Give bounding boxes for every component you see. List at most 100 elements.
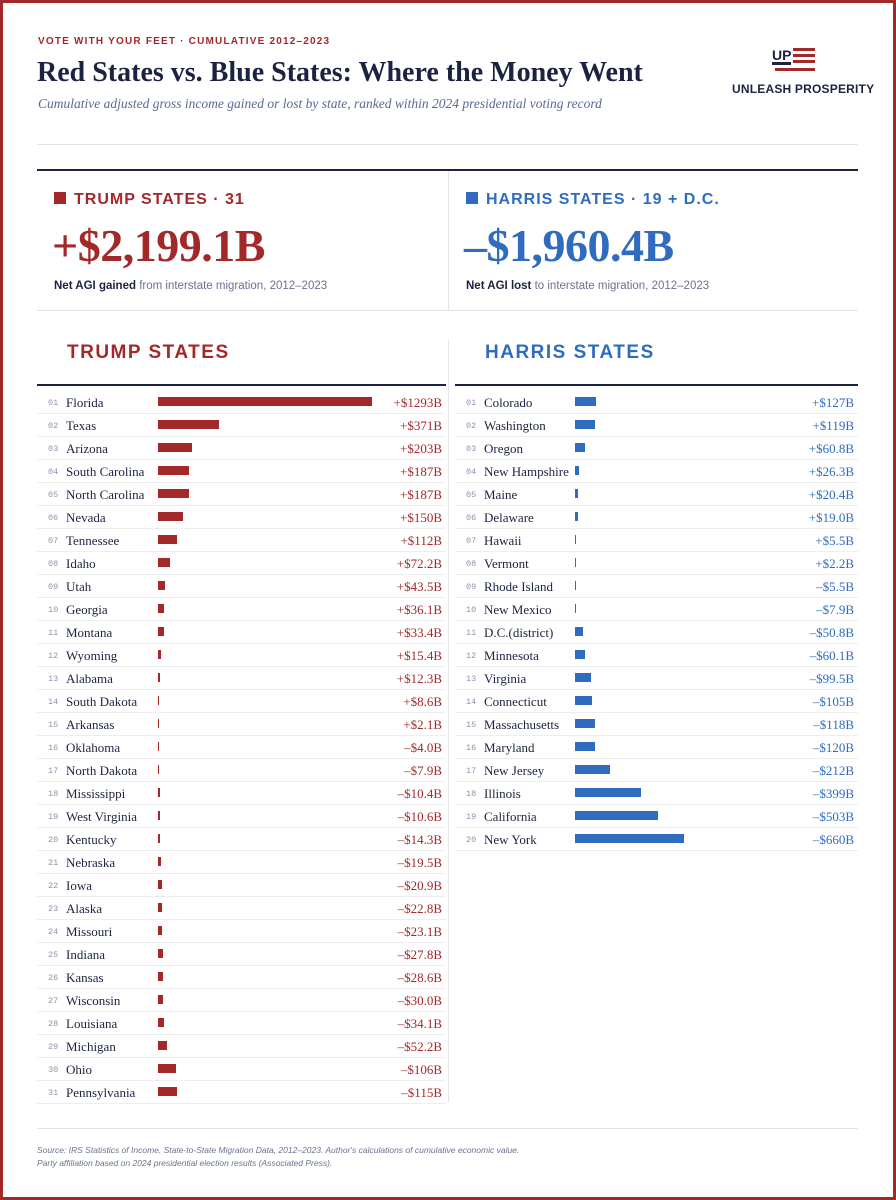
table-row: 12 Wyoming +$15.4B — [37, 644, 446, 667]
value-label: –$23.1B — [397, 924, 442, 939]
rank-label: 09 — [466, 582, 477, 592]
value-label: –$7.9B — [816, 602, 854, 617]
trump-total: +$2,199.1B — [52, 220, 265, 271]
state-label: Washington — [484, 418, 546, 433]
state-label: Illinois — [484, 786, 521, 801]
state-label: New York — [484, 832, 537, 847]
summary-top-rule — [37, 169, 858, 171]
value-bar — [158, 443, 192, 452]
table-row: 04 New Hampshire +$26.3B — [455, 460, 858, 483]
value-bar — [158, 466, 189, 475]
value-label: –$20.9B — [397, 878, 442, 893]
rank-label: 11 — [466, 628, 477, 638]
harris-column-title: HARRIS STATES — [485, 342, 655, 363]
trump-column-rule — [37, 384, 446, 386]
rank-label: 01 — [466, 398, 477, 408]
state-label: Alaska — [66, 901, 103, 916]
harris-note: Net AGI lost to interstate migration, 20… — [466, 280, 710, 292]
table-row: 17 New Jersey –$212B — [455, 759, 858, 782]
value-label: –$7.9B — [404, 763, 442, 778]
value-label: +$36.1B — [396, 602, 442, 617]
state-label: Pennsylvania — [66, 1085, 136, 1100]
value-bar — [158, 627, 164, 636]
column-divider — [448, 340, 449, 1102]
value-label: +$127B — [811, 395, 854, 410]
table-row: 17 North Dakota –$7.9B — [37, 759, 446, 782]
table-row: 07 Tennessee +$112B — [37, 529, 446, 552]
table-row: 05 Maine +$20.4B — [455, 483, 858, 506]
table-row: 10 Georgia +$36.1B — [37, 598, 446, 621]
rank-label: 31 — [48, 1088, 59, 1098]
state-label: Louisiana — [66, 1016, 118, 1031]
value-label: –$19.5B — [397, 855, 442, 870]
rank-label: 03 — [466, 444, 477, 454]
state-label: D.C.(district) — [484, 625, 554, 640]
table-row: 13 Alabama +$12.3B — [37, 667, 446, 690]
value-label: +$119B — [812, 418, 854, 433]
state-label: Nebraska — [66, 855, 116, 870]
table-row: 01 Florida +$1293B — [37, 391, 446, 414]
table-row: 20 Kentucky –$14.3B — [37, 828, 446, 851]
value-bar — [575, 604, 577, 613]
value-label: +$26.3B — [808, 464, 854, 479]
summary-bottom-rule — [37, 310, 858, 311]
state-label: Maryland — [484, 740, 535, 755]
value-bar — [158, 397, 372, 406]
state-label: North Dakota — [66, 763, 138, 778]
state-label: Rhode Island — [484, 579, 553, 594]
harris-summary: HARRIS STATES · 19 + D.C. –$1,960.4B Net… — [448, 171, 858, 311]
table-row: 24 Missouri –$23.1B — [37, 920, 446, 943]
state-label: Missouri — [66, 924, 113, 939]
footer: Source: IRS Statistics of Income, State-… — [37, 1144, 519, 1170]
value-bar — [575, 696, 593, 705]
value-bar — [158, 903, 162, 912]
rank-label: 24 — [48, 927, 59, 937]
state-label: Utah — [66, 579, 92, 594]
value-label: +$203B — [399, 441, 442, 456]
value-bar — [158, 604, 164, 613]
header-divider — [37, 144, 858, 145]
table-row: 05 North Carolina +$187B — [37, 483, 446, 506]
value-bar — [575, 489, 579, 498]
table-row: 28 Louisiana –$34.1B — [37, 1012, 446, 1035]
state-label: Maine — [484, 487, 518, 502]
state-label: South Dakota — [66, 694, 138, 709]
value-label: –$34.1B — [397, 1016, 442, 1031]
rank-label: 02 — [48, 421, 59, 431]
value-bar — [158, 742, 159, 751]
value-bar — [158, 834, 161, 843]
value-bar — [575, 627, 584, 636]
table-row: 21 Nebraska –$19.5B — [37, 851, 446, 874]
rank-label: 09 — [48, 582, 59, 592]
rank-label: 28 — [48, 1019, 59, 1029]
table-row: 07 Hawaii +$5.5B — [455, 529, 858, 552]
value-label: +$150B — [399, 510, 442, 525]
rank-label: 16 — [48, 743, 59, 753]
value-label: –$660B — [812, 832, 854, 847]
trump-note: Net AGI gained from interstate migration… — [54, 280, 328, 292]
state-label: South Carolina — [66, 464, 145, 479]
unleash-prosperity-logo: UP UNLEASH PROSPERITY — [732, 38, 874, 118]
footer-rule — [37, 1128, 858, 1129]
page-title: Red States vs. Blue States: Where the Mo… — [37, 57, 643, 88]
rank-label: 03 — [48, 444, 59, 454]
value-bar — [158, 811, 160, 820]
state-label: Oklahoma — [66, 740, 121, 755]
value-label: –$30.0B — [397, 993, 442, 1008]
value-bar — [575, 788, 641, 797]
value-bar — [158, 719, 159, 728]
table-row: 10 New Mexico –$7.9B — [455, 598, 858, 621]
table-row: 14 Connecticut –$105B — [455, 690, 858, 713]
value-label: +$19.0B — [808, 510, 854, 525]
rank-label: 02 — [466, 421, 477, 431]
value-bar — [575, 397, 596, 406]
value-label: +$60.8B — [808, 441, 854, 456]
rank-label: 04 — [466, 467, 477, 477]
value-bar — [158, 1041, 167, 1050]
rank-label: 17 — [48, 766, 59, 776]
state-label: Ohio — [66, 1062, 92, 1077]
table-row: 22 Iowa –$20.9B — [37, 874, 446, 897]
state-label: West Virginia — [66, 809, 137, 824]
value-bar — [158, 972, 163, 981]
footer-source: Source: IRS Statistics of Income, State-… — [37, 1145, 520, 1155]
